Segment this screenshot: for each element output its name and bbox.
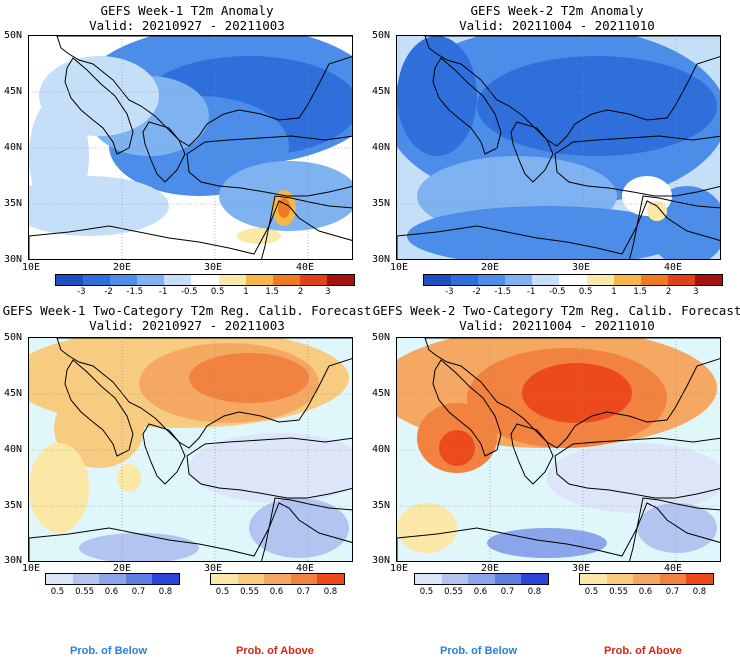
colorbar-tick-label: 0.6 [473, 587, 488, 597]
lat-label: 45N [372, 388, 391, 399]
lat-label: 45N [372, 86, 391, 97]
panel4-title: GEFS Week-2 Two-Category T2m Reg. Calib.… [372, 303, 740, 333]
panel3-map [28, 337, 353, 562]
panel4-map [396, 337, 721, 562]
colorbar-tick-label: 0.5 [419, 587, 434, 597]
lat-label: 50N [372, 332, 391, 343]
anomaly-colorbar [55, 274, 355, 286]
lat-label: 40N [4, 142, 23, 153]
colorbar-tick-label: 1.5 [265, 287, 279, 297]
colorbar-tick-label: -1.5 [126, 287, 143, 297]
lat-label: 30N [4, 254, 23, 265]
lat-label: 30N [372, 555, 391, 566]
colorbar-tick-label: -0.5 [180, 287, 198, 297]
lon-label: 40E [296, 262, 315, 273]
colorbar-tick-label: 0.6 [269, 587, 284, 597]
colorbar-tick-label: 0.7 [131, 587, 146, 597]
colorbar-tick-label: -3 [77, 287, 86, 297]
prob-below-label: Prob. of Below [70, 645, 147, 657]
lat-label: 50N [4, 332, 23, 343]
lat-label: 40N [372, 444, 391, 455]
prob-below-label: Prob. of Below [440, 645, 517, 657]
colorbar-tick-label: -0.5 [548, 287, 566, 297]
lat-label: 50N [4, 30, 23, 41]
lon-label: 30E [204, 262, 223, 273]
colorbar-tick-label: 0.55 [75, 587, 95, 597]
colorbar-tick-label: 0.5 [584, 587, 599, 597]
colorbar-tick-label: -1 [526, 287, 536, 297]
colorbar-tick-label: 3 [325, 287, 331, 297]
colorbar-tick-label: 0.7 [296, 587, 311, 597]
colorbar-tick-label: 0.8 [527, 587, 542, 597]
lon-label: 30E [572, 563, 591, 574]
panel3-title: GEFS Week-1 Two-Category T2m Reg. Calib.… [2, 303, 372, 333]
colorbar-tick-label: -1.5 [494, 287, 511, 297]
colorbar-tick-label: 0.5 [215, 587, 230, 597]
colorbar-tick-label: 1.5 [633, 287, 647, 297]
anomaly-colorbar [423, 274, 723, 286]
colorbar-tick-label: -3 [445, 287, 454, 297]
prob-above-label: Prob. of Above [236, 645, 314, 657]
panel2-map [396, 35, 721, 260]
lat-label: 30N [4, 555, 23, 566]
colorbar-tick-label: 0.8 [692, 587, 707, 597]
colorbar-tick-label: 2 [665, 287, 672, 297]
colorbar-tick-label: 0.5 [210, 287, 225, 297]
lon-label: 10E [22, 563, 41, 574]
colorbar-tick-label: 0.6 [638, 587, 653, 597]
colorbar-tick-label: -2 [104, 287, 113, 297]
lon-label: 20E [481, 262, 500, 273]
colorbar-tick-label: 0.8 [158, 587, 173, 597]
lon-label: 40E [664, 262, 683, 273]
colorbar-tick-label: 0.7 [665, 587, 680, 597]
colorbar-tick-label: -1 [158, 287, 168, 297]
prob-above-colorbar [579, 573, 714, 585]
colorbar-tick-label: 0.55 [240, 587, 260, 597]
prob-above-label: Prob. of Above [604, 645, 682, 657]
lat-label: 35N [372, 198, 391, 209]
lon-label: 30E [572, 262, 591, 273]
lon-label: 20E [113, 563, 132, 574]
colorbar-tick-label: 1 [611, 287, 617, 297]
colorbar-tick-label: 1 [243, 287, 249, 297]
panel1-map [28, 35, 353, 260]
colorbar-tick-label: 0.55 [444, 587, 464, 597]
colorbar-tick-label: 2 [297, 287, 304, 297]
panel2-title: GEFS Week-2 T2m Anomaly Valid: 20211004 -… [459, 3, 655, 33]
lon-label: 10E [390, 262, 409, 273]
lat-label: 35N [4, 198, 23, 209]
colorbar-tick-label: 0.8 [323, 587, 338, 597]
lat-label: 45N [4, 86, 23, 97]
prob-below-colorbar [45, 573, 180, 585]
lat-label: 30N [372, 254, 391, 265]
lat-label: 50N [372, 30, 391, 41]
prob-below-colorbar [414, 573, 549, 585]
colorbar-tick-label: 0.5 [578, 287, 593, 297]
colorbar-tick-label: 3 [693, 287, 699, 297]
lon-label: 10E [390, 563, 409, 574]
lon-label: 10E [22, 262, 41, 273]
lon-label: 30E [204, 563, 223, 574]
lat-label: 40N [372, 142, 391, 153]
panel1-title: GEFS Week-1 T2m Anomaly Valid: 20210927 -… [89, 3, 285, 33]
colorbar-tick-label: 0.5 [50, 587, 65, 597]
prob-above-colorbar [210, 573, 345, 585]
lon-label: 40E [664, 563, 683, 574]
colorbar-tick-label: -2 [472, 287, 481, 297]
lon-label: 40E [296, 563, 315, 574]
lat-label: 40N [4, 444, 23, 455]
lon-label: 20E [481, 563, 500, 574]
lat-label: 35N [372, 500, 391, 511]
lon-label: 20E [113, 262, 132, 273]
colorbar-tick-label: 0.6 [104, 587, 119, 597]
colorbar-tick-label: 0.55 [609, 587, 629, 597]
lat-label: 35N [4, 500, 23, 511]
colorbar-tick-label: 0.7 [500, 587, 515, 597]
lat-label: 45N [4, 388, 23, 399]
